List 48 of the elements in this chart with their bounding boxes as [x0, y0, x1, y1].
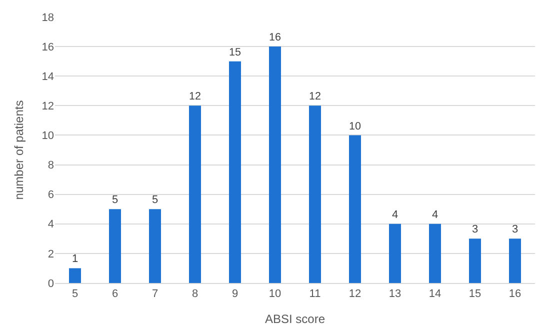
- bar: [69, 268, 81, 283]
- y-tick-label: 6: [48, 189, 54, 202]
- data-label: 16: [269, 32, 281, 44]
- data-label: 5: [152, 194, 158, 206]
- bar: [349, 135, 361, 283]
- y-axis-title: number of patients: [12, 100, 26, 200]
- x-tick-label: 10: [268, 288, 282, 300]
- data-label: 12: [189, 90, 201, 103]
- bar: [389, 224, 401, 283]
- y-tick-label: 4: [48, 218, 54, 231]
- data-label: 10: [349, 120, 361, 132]
- y-tick-label: 16: [42, 41, 54, 54]
- x-tick-label: 7: [152, 288, 158, 300]
- bar: [469, 238, 481, 283]
- x-axis-title: ABSI score: [264, 312, 326, 326]
- x-tick-label: 9: [232, 288, 238, 300]
- bar: [149, 209, 161, 283]
- x-tick-label: 15: [468, 288, 482, 300]
- bar: [269, 46, 281, 283]
- data-label: 3: [472, 224, 478, 236]
- y-tick-label: 2: [48, 248, 54, 260]
- y-tick-label: 0: [48, 278, 54, 290]
- bar: [309, 106, 321, 283]
- data-label: 4: [392, 208, 398, 221]
- x-tick-label: 13: [388, 288, 402, 300]
- data-label: 15: [229, 46, 241, 58]
- x-tick-label: 11: [309, 288, 321, 300]
- data-label: 5: [112, 194, 118, 206]
- bar: [229, 61, 241, 283]
- y-tick-label: 18: [42, 12, 54, 24]
- y-tick-label: 12: [42, 100, 54, 113]
- x-tick-label: 14: [428, 288, 442, 300]
- bar: [509, 238, 521, 283]
- data-label: 4: [432, 208, 438, 221]
- data-label: 1: [72, 253, 78, 266]
- y-tick-label: 14: [42, 70, 54, 83]
- y-tick-label: 10: [42, 130, 54, 142]
- bar: [109, 209, 121, 283]
- data-label: 3: [512, 224, 518, 236]
- bar: [429, 224, 441, 283]
- x-tick-label: 12: [348, 288, 362, 300]
- bar: [189, 106, 201, 283]
- x-tick-label: 8: [192, 288, 198, 300]
- data-label: 12: [309, 90, 321, 103]
- x-tick-label: 5: [72, 288, 78, 300]
- x-tick-label: 6: [112, 288, 118, 300]
- x-tick-label: 16: [508, 288, 522, 300]
- y-tick-label: 8: [48, 160, 54, 172]
